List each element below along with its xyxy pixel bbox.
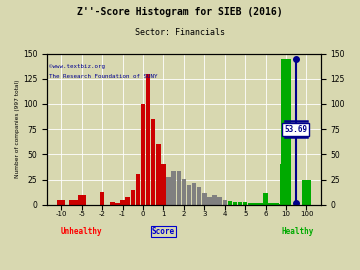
Text: Z''-Score Histogram for SIEB (2016): Z''-Score Histogram for SIEB (2016) <box>77 7 283 17</box>
Bar <box>115 203 120 205</box>
Bar <box>282 59 291 205</box>
Bar <box>207 197 212 205</box>
Bar <box>233 202 237 205</box>
Bar <box>248 203 252 205</box>
Bar <box>176 171 181 205</box>
Bar <box>197 187 202 205</box>
Bar <box>243 202 247 205</box>
Bar <box>120 200 125 205</box>
Bar <box>238 202 242 205</box>
Bar <box>161 164 166 205</box>
Bar <box>182 178 186 205</box>
Text: 53.69: 53.69 <box>284 125 307 134</box>
Bar <box>202 193 207 205</box>
Bar <box>258 203 263 205</box>
Bar <box>212 195 217 205</box>
Bar <box>57 200 66 205</box>
Bar <box>264 193 268 205</box>
Bar <box>156 144 161 205</box>
Bar <box>136 174 140 205</box>
Bar <box>166 177 171 205</box>
Bar <box>265 204 272 205</box>
Bar <box>270 204 277 205</box>
Bar <box>267 203 274 205</box>
Bar <box>253 203 258 205</box>
Bar <box>192 183 196 205</box>
Bar <box>146 74 150 205</box>
Bar <box>187 185 191 205</box>
Bar <box>228 201 232 205</box>
Text: ©www.textbiz.org: ©www.textbiz.org <box>49 64 105 69</box>
Bar <box>78 195 86 205</box>
Bar <box>302 180 311 205</box>
Bar <box>222 200 227 205</box>
Bar <box>282 185 291 205</box>
Y-axis label: Number of companies (997 total): Number of companies (997 total) <box>15 80 20 178</box>
Bar <box>131 190 135 205</box>
Bar <box>275 204 282 205</box>
Text: The Research Foundation of SUNY: The Research Foundation of SUNY <box>49 74 158 79</box>
Bar <box>302 185 311 205</box>
Bar <box>69 200 78 205</box>
Bar <box>151 119 156 205</box>
Bar <box>141 104 145 205</box>
Bar <box>280 164 287 205</box>
Text: Sector: Financials: Sector: Financials <box>135 28 225 37</box>
Text: Score: Score <box>152 227 175 236</box>
Bar <box>217 197 222 205</box>
Text: Healthy: Healthy <box>281 227 314 236</box>
Text: Unhealthy: Unhealthy <box>61 227 103 236</box>
Bar <box>272 203 279 205</box>
Bar <box>110 202 114 205</box>
Bar <box>171 171 176 205</box>
Bar <box>277 204 284 205</box>
Bar <box>125 197 130 205</box>
Bar <box>100 192 104 205</box>
